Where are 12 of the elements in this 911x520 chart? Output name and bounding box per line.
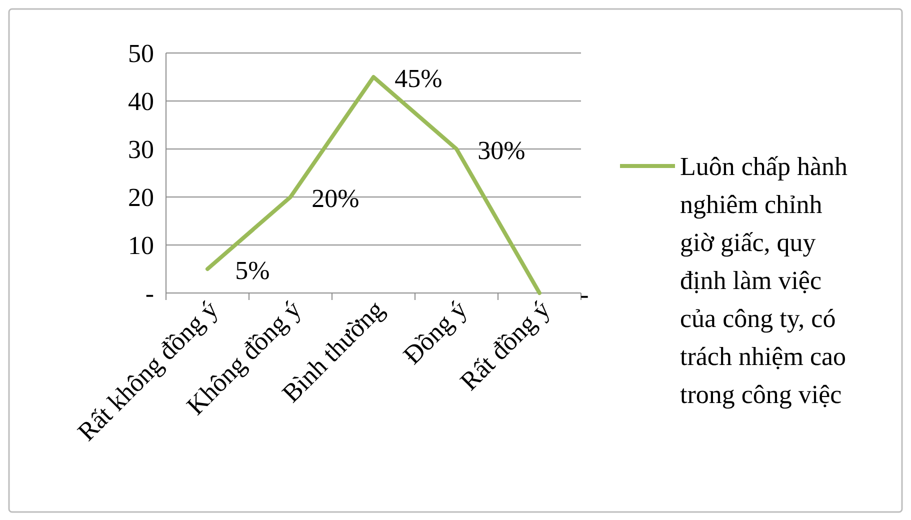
y-tick-label: 40 xyxy=(128,87,154,116)
y-tick-label: 30 xyxy=(128,135,154,164)
data-label: 45% xyxy=(394,64,442,93)
data-label: 30% xyxy=(478,136,526,165)
y-tick-label: - xyxy=(145,279,154,308)
y-tick-label: 50 xyxy=(128,39,154,68)
y-tick-label: 20 xyxy=(128,183,154,212)
y-tick-label: 10 xyxy=(128,231,154,260)
data-label: 5% xyxy=(235,256,270,285)
data-label: - xyxy=(580,280,589,309)
data-label: 20% xyxy=(312,184,360,213)
legend-label: Luôn chấp hành nghiêm chỉnh giờ giấc, quy định làm việc của công ty, có trách nhiệm cao trong công việc xyxy=(680,152,848,410)
